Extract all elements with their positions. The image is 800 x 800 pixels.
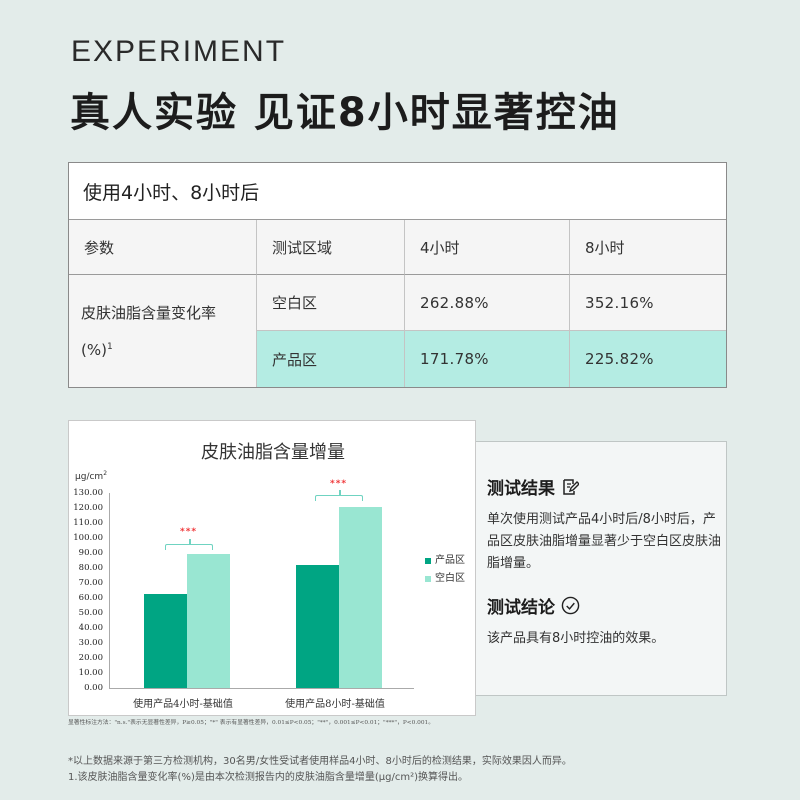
significance-stars-8h: *** (330, 479, 348, 489)
conversion-footnote: 1.该皮肤油脂含量变化率(%)是由本次检测报告内的皮肤油脂含量增量(µg/cm²… (68, 772, 468, 783)
y-tick-label: 60.00 (78, 593, 103, 603)
y-tick-label: 10.00 (78, 668, 103, 678)
param-footnote-ref: 1 (106, 341, 113, 352)
table-cell-zone-blank: 空白区 (257, 275, 405, 331)
param-label: 皮肤油脂含量变化率 (81, 303, 217, 322)
y-tick-label: 0.00 (84, 683, 103, 693)
x-axis (109, 688, 414, 689)
y-tick-label: 40.00 (78, 623, 103, 633)
results-table: 使用4小时、8小时后 参数 测试区域 4小时 8小时 皮肤油脂含量变化率 (%)… (68, 162, 727, 388)
chart-title: 皮肤油脂含量增量 (201, 442, 345, 463)
chart-legend: 产品区 空白区 (425, 552, 465, 588)
y-tick-label: 20.00 (78, 653, 103, 663)
column-header-8h: 8小时 (570, 220, 726, 275)
significance-stars-4h: *** (180, 527, 198, 537)
y-tick-label: 100.00 (73, 533, 103, 543)
table-cell-product-4h: 171.78% (405, 331, 570, 387)
bar-blank-1 (339, 506, 382, 688)
y-axis-unit: µg/cm2 (75, 470, 108, 482)
param-unit: (%) (81, 340, 107, 359)
param-cell: 皮肤油脂含量变化率 (%)1 (69, 275, 257, 387)
data-source-footnote: *以上数据来源于第三方检测机构，30名男/女性受试者使用样品4小时、8小时后的检… (68, 756, 572, 767)
y-tick-label: 120.00 (73, 503, 103, 513)
y-tick-label: 110.00 (73, 518, 103, 528)
y-tick-label: 50.00 (78, 608, 103, 618)
page-title: 真人实验 见证8小时显著控油 (70, 90, 620, 136)
table-cell-zone-product: 产品区 (257, 331, 405, 387)
result-heading: 测试结果 (487, 474, 726, 499)
edit-icon (563, 478, 579, 495)
result-panel: 测试结果 单次使用测试产品4小时后/8小时后，产品区皮肤油脂增量显著少于空白区皮… (476, 441, 727, 696)
column-header-4h: 4小时 (405, 220, 570, 275)
conclusion-text: 该产品具有8小时控油的效果。 (487, 631, 665, 646)
column-header-zone: 测试区域 (257, 220, 405, 275)
bar-product-1 (296, 565, 339, 688)
conclusion-heading: 测试结论 (487, 593, 726, 618)
column-header-param: 参数 (69, 220, 257, 275)
bar-blank-0 (187, 554, 230, 688)
eyebrow-label: EXPERIMENT (71, 35, 287, 68)
y-tick-label: 70.00 (78, 578, 103, 588)
legend-swatch-blank (425, 575, 431, 582)
bar-product-0 (144, 593, 187, 688)
legend-swatch-product (425, 557, 431, 564)
legend-item-product: 产品区 (425, 552, 465, 570)
y-tick-label: 130.00 (73, 488, 103, 498)
table-cell-product-8h: 225.82% (570, 331, 726, 387)
y-axis (109, 493, 110, 689)
y-tick-label: 80.00 (78, 563, 103, 573)
x-tick-label-8h: 使用产品8小时-基础值 (285, 699, 385, 710)
y-tick-label: 90.00 (78, 548, 103, 558)
significance-footnote: 显著性标注方法："n.s."表示无显著性差异，P≥0.05；"*" 表示有显著性… (68, 720, 435, 726)
x-tick-label-4h: 使用产品4小时-基础值 (133, 699, 233, 710)
bar-chart: 皮肤油脂含量增量 µg/cm2 130.00 120.00 110.00 100.00… (68, 420, 476, 716)
y-tick-label: 30.00 (78, 638, 103, 648)
check-circle-icon (561, 596, 580, 615)
legend-item-blank: 空白区 (425, 570, 465, 588)
significance-bracket-4h (165, 539, 213, 550)
table-cell-blank-4h: 262.88% (405, 275, 570, 331)
table-caption: 使用4小时、8小时后 (69, 163, 726, 220)
significance-bracket-8h (315, 490, 363, 501)
table-cell-blank-8h: 352.16% (570, 275, 726, 331)
result-text: 单次使用测试产品4小时后/8小时后，产品区皮肤油脂增量显著少于空白区皮肤油脂增量… (487, 512, 722, 571)
